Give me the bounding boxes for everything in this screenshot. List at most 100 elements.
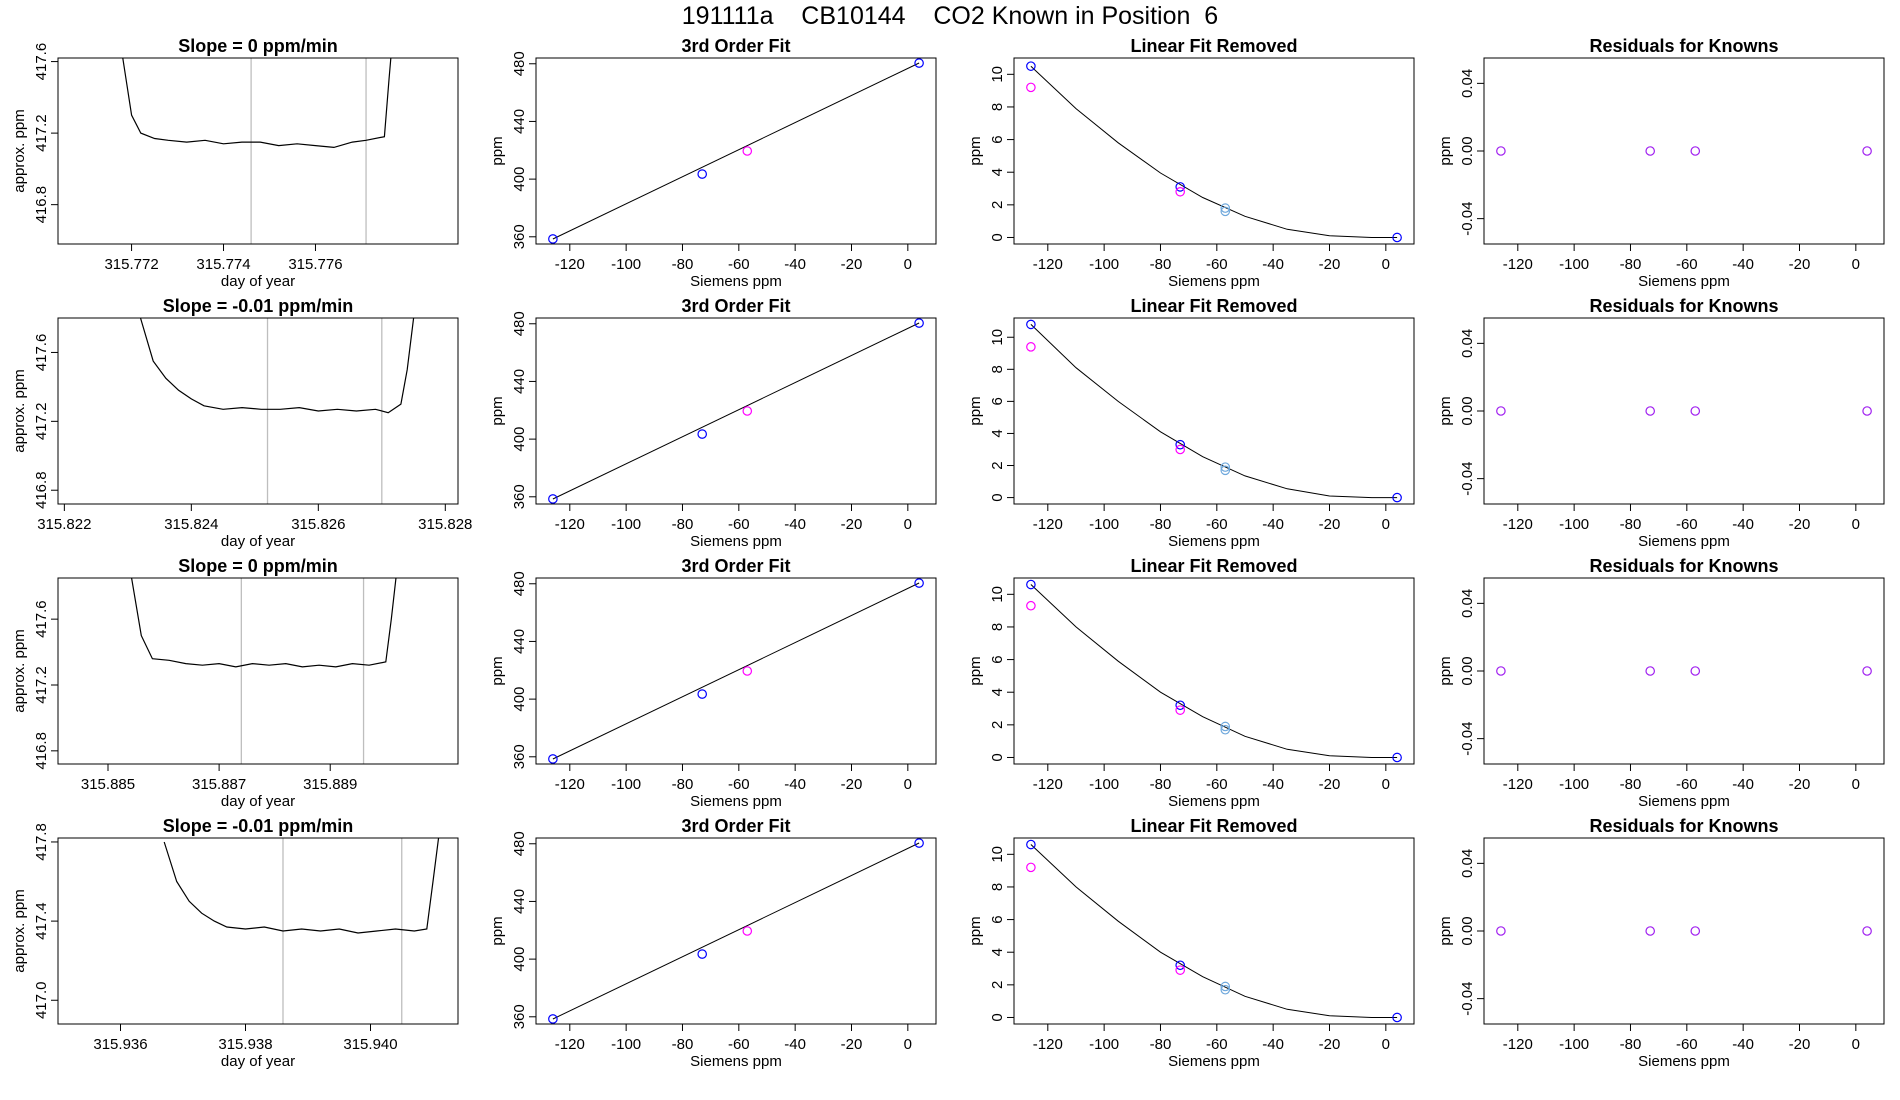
x-tick-label: 0 <box>904 776 912 793</box>
data-point <box>1026 600 1036 611</box>
chart-panel-r1c4: Residuals for Knowns -120 -100 -80 -60 -40 -20… <box>1437 36 1885 290</box>
x-tick-label: -20 <box>1789 516 1811 533</box>
chart-panel-r1c1: Slope = 0 ppm/min 315.772 315.774 315.776da… <box>11 36 459 290</box>
chart-panel-r2c4: Residuals for Knowns -120 -100 -80 -60 -40 -20… <box>1437 296 1885 550</box>
data-point <box>1645 926 1655 936</box>
y-tick-label: 440 <box>511 369 528 394</box>
x-tick-label: -80 <box>1620 256 1642 273</box>
x-tick-label: -60 <box>1206 776 1228 793</box>
data-point <box>1862 666 1872 676</box>
x-tick-label: -40 <box>1732 776 1754 793</box>
x-axis-label: Siemens ppm <box>690 273 782 290</box>
data-point <box>914 838 924 848</box>
y-tick-label: 6 <box>989 397 1006 405</box>
x-tick-label: -40 <box>1262 1036 1284 1053</box>
y-tick-label: 416.8 <box>33 471 50 509</box>
chart-panel-r3c1: Slope = 0 ppm/min 315.885 315.887 315.889 da… <box>11 556 459 810</box>
plot-frame <box>57 57 459 245</box>
x-tick-label: -100 <box>1559 256 1589 273</box>
y-tick-label: 8 <box>989 883 1006 891</box>
y-tick-label: 0.04 <box>1459 589 1476 618</box>
x-tick-label: 0 <box>904 1036 912 1053</box>
x-tick-label: -120 <box>555 776 585 793</box>
x-tick-label: 0 <box>1382 516 1390 533</box>
panel-title: 3rd Order Fit <box>681 36 790 56</box>
y-tick-label: 2 <box>989 201 1006 209</box>
y-tick-label: 0.04 <box>1459 329 1476 358</box>
y-tick-label: 0 <box>989 233 1006 241</box>
x-tick-label: 315.776 <box>288 256 342 273</box>
y-tick-label: 417.8 <box>33 823 50 861</box>
data-point <box>1175 700 1185 711</box>
x-tick-label: -40 <box>1262 776 1284 793</box>
y-axis-label: ppm <box>489 656 506 685</box>
y-tick-label: 4 <box>989 688 1006 696</box>
fit-curve <box>552 842 920 1020</box>
x-tick-label: -80 <box>1150 1036 1172 1053</box>
chart-panel-r4c3: Linear Fit Removed -120 -100 -80 -60 -40 -20 0 S… <box>967 816 1415 1070</box>
data-point <box>1645 146 1655 156</box>
y-tick-label: 4 <box>989 948 1006 956</box>
y-axis-label: ppm <box>1437 396 1454 425</box>
data-trace-line <box>122 58 392 149</box>
x-tick-label: -120 <box>1503 516 1533 533</box>
y-axis-label: ppm <box>967 656 984 685</box>
x-tick-label: 0 <box>1382 776 1390 793</box>
x-axis-label: Siemens ppm <box>1168 1053 1260 1070</box>
y-tick-label: 400 <box>511 947 528 972</box>
x-tick-label: 315.824 <box>164 516 218 533</box>
x-tick-label: -80 <box>1620 1036 1642 1053</box>
y-tick-label: 4 <box>989 429 1006 437</box>
x-tick-label: -80 <box>672 516 694 533</box>
y-tick-label: 360 <box>511 484 528 509</box>
x-tick-label: -100 <box>611 776 641 793</box>
x-axis-label: Siemens ppm <box>1638 793 1730 810</box>
chart-panel-r4c2: 3rd Order Fit -120 -100 -80 -60 -40 -20 0 Siemen… <box>489 816 937 1070</box>
fit-curve <box>552 322 920 500</box>
y-tick-label: -0.04 <box>1459 722 1476 756</box>
y-tick-label: 417.2 <box>33 114 50 152</box>
x-axis-label: Siemens ppm <box>1168 533 1260 550</box>
data-point <box>1862 146 1872 156</box>
panel-title: Slope = -0.01 ppm/min <box>163 296 354 316</box>
y-tick-label: 2 <box>989 461 1006 469</box>
x-tick-label: -40 <box>784 1036 806 1053</box>
data-point <box>1220 206 1231 217</box>
panel-title: 3rd Order Fit <box>681 296 790 316</box>
x-tick-label: -60 <box>728 1036 750 1053</box>
chart-panel-r2c3: Linear Fit Removed -120 -100 -80 -60 -40 -20 0 S… <box>967 296 1415 550</box>
data-point <box>1645 666 1655 676</box>
x-axis-label: Siemens ppm <box>1168 793 1260 810</box>
plot-frame <box>535 57 937 245</box>
data-point <box>1690 926 1701 936</box>
x-tick-label: 315.887 <box>192 776 246 793</box>
plot-frame <box>1013 577 1415 765</box>
x-tick-label: 0 <box>904 516 912 533</box>
y-tick-label: 417.6 <box>33 43 50 81</box>
x-tick-label: -20 <box>1319 256 1341 273</box>
panel-title: Residuals for Knowns <box>1589 36 1778 56</box>
x-tick-label: 0 <box>1852 1036 1860 1053</box>
x-tick-label: -60 <box>1676 1036 1698 1053</box>
y-tick-label: 417.0 <box>33 981 50 1019</box>
y-tick-label: 480 <box>511 311 528 336</box>
data-point <box>1392 1012 1402 1023</box>
x-tick-label: -100 <box>1089 1036 1119 1053</box>
data-point <box>1175 186 1185 197</box>
data-point <box>1175 960 1185 971</box>
x-tick-label: -60 <box>728 256 750 273</box>
x-tick-label: -60 <box>728 776 750 793</box>
y-tick-label: -0.04 <box>1459 982 1476 1016</box>
y-tick-label: 360 <box>511 224 528 249</box>
plot-frame <box>1483 317 1885 505</box>
data-point <box>742 926 753 936</box>
y-axis-label: approx. ppm <box>11 889 28 972</box>
y-tick-label: 2 <box>989 981 1006 989</box>
y-tick-label: -0.04 <box>1459 462 1476 496</box>
panel-title: Linear Fit Removed <box>1130 296 1297 316</box>
x-tick-label: 315.940 <box>343 1036 397 1053</box>
plot-frame <box>1483 837 1885 1025</box>
x-axis-label: Siemens ppm <box>1638 533 1730 550</box>
x-tick-label: 0 <box>904 256 912 273</box>
x-tick-label: -100 <box>611 516 641 533</box>
